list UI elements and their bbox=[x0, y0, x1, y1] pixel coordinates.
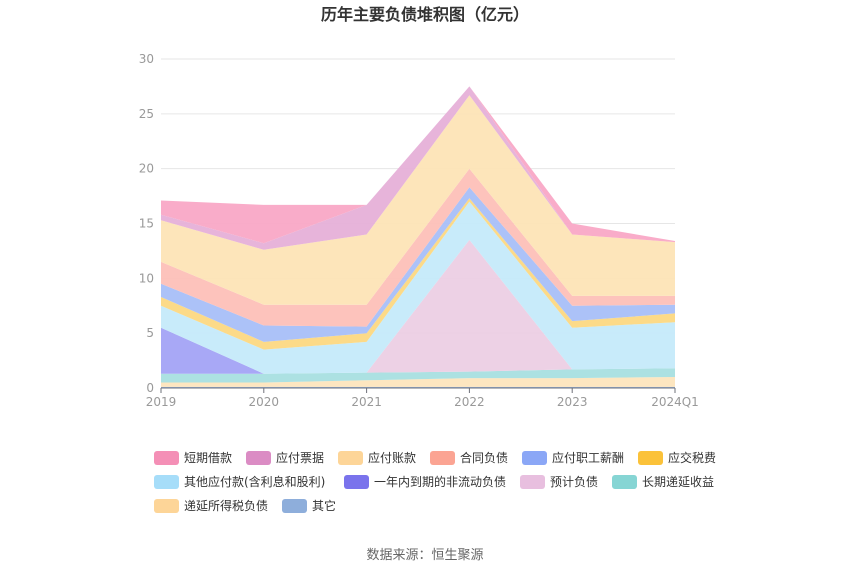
area-series-10 bbox=[161, 86, 675, 250]
legend-label: 其他应付款(含利息和股利) bbox=[184, 474, 325, 489]
y-tick-label: 20 bbox=[139, 162, 154, 176]
legend-swatch bbox=[522, 451, 547, 465]
legend-label: 一年内到期的非流动负债 bbox=[374, 474, 506, 489]
x-tick-label: 2022 bbox=[454, 395, 485, 409]
area-series-3 bbox=[161, 239, 675, 374]
series-areas bbox=[161, 86, 675, 388]
legend-item[interactable]: 应付职工薪酬 bbox=[522, 450, 624, 465]
legend-item[interactable]: 应交税费 bbox=[638, 450, 716, 465]
data-source: 数据来源：恒生聚源 bbox=[366, 548, 483, 563]
y-tick-label: 5 bbox=[146, 326, 154, 340]
area-series-11 bbox=[161, 86, 675, 244]
area-series-9 bbox=[161, 95, 675, 305]
legend-swatch bbox=[344, 475, 369, 489]
legend-swatch bbox=[638, 451, 663, 465]
legend-swatch bbox=[154, 499, 179, 513]
legend-label: 应交税费 bbox=[668, 450, 716, 465]
legend-item[interactable]: 递延所得税负债 bbox=[154, 498, 268, 513]
area-series-7 bbox=[161, 187, 675, 342]
legend-item[interactable]: 短期借款 bbox=[154, 451, 232, 465]
legend-item[interactable]: 应付票据 bbox=[246, 450, 324, 465]
legend-swatch bbox=[282, 499, 307, 513]
area-series-2 bbox=[161, 368, 675, 383]
x-tick-label: 2023 bbox=[557, 395, 588, 409]
legend-label: 其它 bbox=[312, 498, 336, 513]
legend-label: 应付职工薪酬 bbox=[552, 450, 624, 465]
legend-label: 长期递延收益 bbox=[642, 475, 714, 489]
y-tick-label: 30 bbox=[139, 52, 154, 66]
legend-swatch bbox=[154, 451, 179, 465]
chart-title: 历年主要负债堆积图（亿元） bbox=[321, 5, 529, 24]
legend-swatch bbox=[612, 475, 637, 489]
legend-swatch bbox=[338, 451, 363, 465]
x-tick-label: 2021 bbox=[351, 395, 382, 409]
legend-item[interactable]: 预计负债 bbox=[520, 475, 598, 489]
x-tick-label: 2020 bbox=[249, 395, 280, 409]
legend-label: 合同负债 bbox=[460, 450, 508, 465]
legend-item[interactable]: 长期递延收益 bbox=[612, 475, 714, 489]
legend-item[interactable]: 其他应付款(含利息和股利) bbox=[154, 474, 325, 489]
legend-label: 预计负债 bbox=[550, 475, 598, 489]
legend-label: 短期借款 bbox=[184, 451, 232, 465]
y-tick-label: 25 bbox=[139, 107, 154, 121]
legend-item[interactable]: 其它 bbox=[282, 498, 336, 513]
legend-label: 应付票据 bbox=[276, 450, 324, 465]
y-tick-label: 10 bbox=[139, 271, 154, 285]
legend-item[interactable]: 一年内到期的非流动负债 bbox=[344, 474, 506, 489]
area-series-4 bbox=[161, 239, 675, 374]
legend-label: 应付账款 bbox=[368, 450, 416, 465]
legend-swatch bbox=[246, 451, 271, 465]
area-series-5 bbox=[161, 201, 675, 374]
legend-item[interactable]: 合同负债 bbox=[430, 450, 508, 465]
legend-swatch bbox=[520, 475, 545, 489]
x-tick-label: 2019 bbox=[146, 395, 177, 409]
y-tick-label: 15 bbox=[139, 217, 154, 231]
area-series-8 bbox=[161, 168, 675, 327]
x-tick-label: 2024Q1 bbox=[651, 395, 699, 409]
y-tick-label: 0 bbox=[146, 381, 154, 395]
axes: 0 5 10 15 20 25 30 2019 2020 2021 2022 2023 2024Q1 bbox=[139, 52, 699, 409]
legend-item[interactable]: 应付账款 bbox=[338, 450, 416, 465]
legend-swatch bbox=[430, 451, 455, 465]
legend-label: 递延所得税负债 bbox=[184, 498, 268, 513]
area-series-1 bbox=[161, 377, 675, 387]
legend-swatch bbox=[154, 475, 179, 489]
